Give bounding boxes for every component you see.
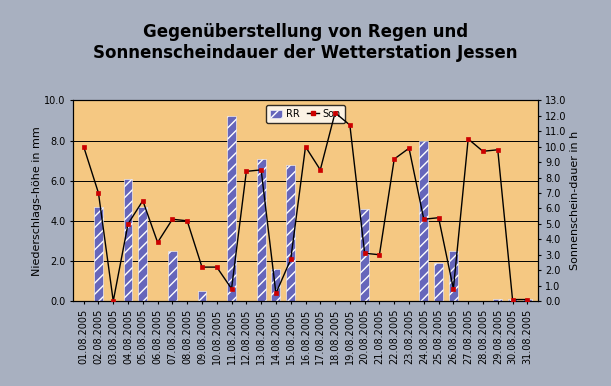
Bar xyxy=(434,263,443,301)
Bar xyxy=(257,159,266,301)
Bar xyxy=(271,269,280,301)
Bar xyxy=(360,209,369,301)
Bar xyxy=(523,299,532,301)
Text: Gegenüberstellung von Regen und
Sonnenscheindauer der Wetterstation Jessen: Gegenüberstellung von Regen und Sonnensc… xyxy=(93,23,518,62)
Bar xyxy=(94,207,103,301)
Bar xyxy=(138,207,147,301)
Bar xyxy=(287,164,295,301)
Bar xyxy=(449,251,458,301)
Y-axis label: Niederschlags-höhe in mm: Niederschlags-höhe in mm xyxy=(32,126,42,276)
Bar xyxy=(227,117,236,301)
Bar xyxy=(508,299,517,301)
Bar xyxy=(419,141,428,301)
Bar xyxy=(123,179,133,301)
Y-axis label: Sonnenschein-dauer in h: Sonnenschein-dauer in h xyxy=(569,131,580,270)
Bar xyxy=(168,251,177,301)
Bar xyxy=(197,291,207,301)
Bar xyxy=(493,299,502,301)
Legend: RR, Son: RR, Son xyxy=(266,105,345,123)
